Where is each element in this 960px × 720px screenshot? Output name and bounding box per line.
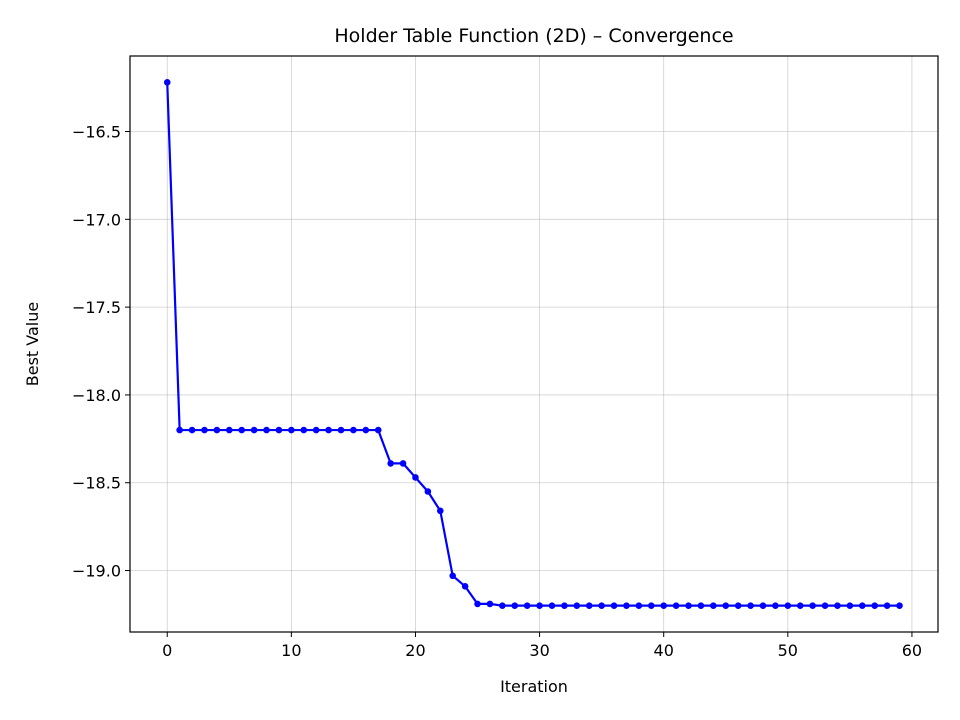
data-point [585,602,593,609]
data-point [238,426,246,434]
data-point [734,602,742,609]
data-point [449,572,457,580]
data-point [412,474,419,481]
data-point [486,600,494,608]
chart-title: Holder Table Function (2D) – Convergence [334,25,733,47]
data-point [337,426,345,434]
x-tick-label: 0 [162,641,172,660]
x-tick-label: 60 [902,641,922,660]
data-point [685,602,692,609]
data-point [461,583,469,590]
data-point [710,602,717,609]
series-layer [163,79,903,609]
data-point [163,79,171,86]
data-point [846,602,854,609]
data-point [598,602,605,609]
x-tick-label: 40 [654,641,674,660]
y-tick-label: −17.5 [72,298,121,317]
data-point [548,602,556,609]
data-point [623,602,630,609]
plot-area-frame [129,55,939,633]
data-point [573,602,581,609]
data-point [499,602,506,609]
data-point [474,600,481,608]
data-point [772,602,779,609]
x-tick-label: 50 [778,641,798,660]
data-point [722,602,730,609]
data-point [647,602,655,609]
data-point [561,602,568,609]
data-point [536,602,543,609]
data-point [288,426,295,434]
tick-layer: 0 10 20 30 40 50 60 −16.5 −17.0 −17.5 −18.0 −18.5 −1… [72,123,922,660]
data-point [697,602,705,609]
data-point [796,602,804,609]
data-point [610,602,618,609]
data-point [858,602,866,609]
data-point [784,602,792,609]
data-point [883,602,891,609]
data-point [511,602,519,609]
x-tick-label: 20 [405,641,425,660]
data-point [374,426,382,434]
x-axis-label: Iteration [500,677,568,696]
x-tick-label: 30 [529,641,549,660]
data-point [300,426,308,434]
data-point [312,426,320,434]
y-tick-label: −16.5 [72,123,121,142]
x-tick-label: 10 [281,641,301,660]
y-tick-label: −17.0 [72,210,121,229]
data-point [759,602,767,609]
data-point [660,602,668,609]
data-point [250,426,258,434]
data-point [213,426,221,434]
data-point [424,488,432,495]
y-tick-label: −19.0 [72,562,121,581]
data-point [436,507,444,515]
data-point [809,602,816,609]
data-point [201,426,208,434]
data-point [275,426,283,434]
data-point [821,602,829,609]
data-point [362,426,370,434]
data-point [834,602,841,609]
data-point [188,426,196,434]
grid-layer [130,56,938,632]
data-point [871,602,879,609]
data-point [747,602,754,609]
data-point [176,426,183,434]
data-point [225,426,233,434]
y-tick-label: −18.5 [72,474,121,493]
data-point [387,460,394,467]
data-point [263,426,270,434]
data-point [399,460,407,467]
data-point [635,602,643,609]
y-axis-label: Best Value [23,302,42,386]
data-point [896,602,903,609]
y-tick-label: −18.0 [72,386,121,405]
data-point [350,426,357,434]
data-point [672,602,680,609]
data-point [325,426,332,434]
data-point [523,602,531,609]
